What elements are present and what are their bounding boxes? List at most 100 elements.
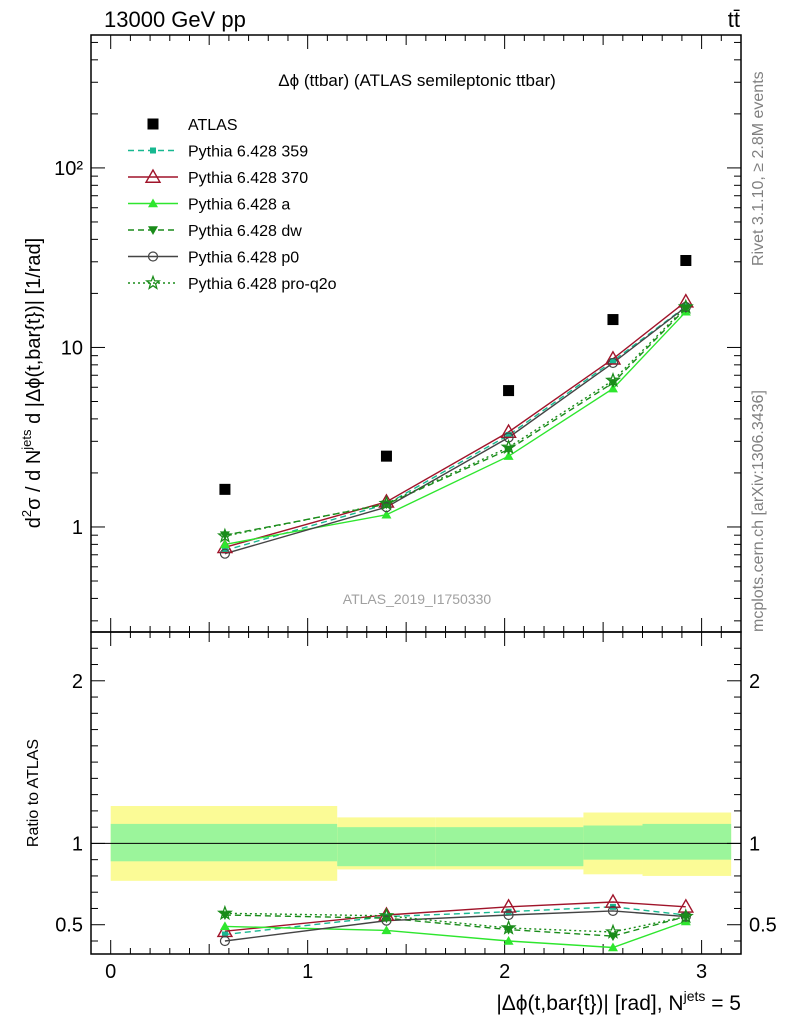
legend-label: Pythia 6.428 370 <box>188 170 308 187</box>
legend-marker <box>145 274 161 290</box>
ratio-data-point <box>217 904 233 921</box>
data-point <box>378 495 395 511</box>
y-tick-label: 0.5 <box>55 915 83 937</box>
data-point <box>500 438 517 455</box>
ratio-data-point <box>378 907 395 923</box>
data-point <box>604 350 622 365</box>
legend-marker <box>144 168 162 183</box>
data-point <box>381 509 392 519</box>
y-tick-label-right: 1 <box>749 833 760 855</box>
main-series-lines <box>224 301 687 555</box>
main-panel: 1 10 10² Δϕ (ttbar) (ATLAS semileptonic tt… <box>19 34 742 633</box>
y-tick-label-right: 0.5 <box>749 915 777 937</box>
ratio-series-markers <box>216 893 695 952</box>
uncertainty-band-inner <box>435 827 584 867</box>
uncertainty-band-inner <box>642 823 732 860</box>
legend-marker <box>148 226 158 235</box>
ratio-data-point <box>219 921 230 931</box>
legend: ATLAS Pythia 6.428 359 Pythia 6.428 370 Pyt… <box>128 117 337 293</box>
data-point <box>219 548 231 559</box>
series-line <box>224 301 687 548</box>
uncertainty-band-inner <box>337 827 436 867</box>
data-point <box>219 539 230 549</box>
data-point <box>219 483 231 495</box>
data-point <box>609 358 616 365</box>
legend-label: Pythia 6.428 dw <box>188 223 302 240</box>
data-point <box>217 527 233 543</box>
data-point <box>503 451 514 460</box>
legend-label: Pythia 6.428 pro-q2o <box>188 276 337 293</box>
x-tick-label: 2 <box>499 961 510 983</box>
uncertainty-band-inner <box>583 825 643 860</box>
series-line <box>224 307 687 536</box>
series-line <box>224 311 687 546</box>
ratio-data-point <box>500 919 517 935</box>
ratio-data-point <box>500 898 517 913</box>
data-point <box>607 357 619 369</box>
legend-marker <box>147 118 159 130</box>
main-y-axis-label: d2σ / d Njets d |Δϕ(t,bar{t})| [1/rad] <box>19 238 45 528</box>
y-tick-label: 1 <box>72 517 83 539</box>
ratio-data-point <box>381 925 392 935</box>
data-point <box>505 432 512 439</box>
data-point <box>221 547 228 554</box>
data-point <box>380 450 392 462</box>
x-tick-label: 3 <box>696 961 707 983</box>
ratio-data-point <box>607 942 618 952</box>
data-point <box>607 314 619 326</box>
legend-label: Pythia 6.428 p0 <box>188 250 299 267</box>
legend-marker <box>148 198 158 208</box>
process-label: tt̄ <box>728 7 740 32</box>
series-line <box>224 306 687 555</box>
legend-label: ATLAS <box>188 117 238 134</box>
legend-marker <box>150 147 156 154</box>
x-tick-label: 0 <box>105 961 116 983</box>
ratio-data-point <box>604 893 622 908</box>
data-point <box>605 372 621 388</box>
data-point <box>677 298 694 314</box>
series-line <box>224 306 687 537</box>
legend-marker <box>147 251 159 262</box>
y-tick-label-right: 2 <box>749 671 760 693</box>
y-tick-label: 2 <box>72 671 83 693</box>
ratio-series-line <box>224 901 686 932</box>
ratio-data-point <box>503 935 514 945</box>
data-point <box>381 500 392 510</box>
uncertainty-band-inner <box>110 823 338 862</box>
legend-label: Pythia 6.428 a <box>188 197 290 214</box>
y-tick-label: 1 <box>72 833 83 855</box>
ratio-y-axis-label: Ratio to ATLAS <box>25 739 42 847</box>
main-tick-marks <box>91 35 741 632</box>
series-line <box>224 305 687 552</box>
main-y-tick-labels: 1 10 10² <box>54 158 83 539</box>
ratio-y-tick-labels: 0.5 0.5 1 1 2 2 <box>55 671 777 937</box>
ratio-data-point <box>221 931 228 938</box>
ratio-panel: 0.5 0.5 1 1 2 2 0 1 2 3 Ratio to ATLAS |Δϕ(t,bar… <box>25 631 777 1015</box>
x-axis-label: |Δϕ(t,bar{t})| [rad], Njets = 5 <box>496 988 741 1015</box>
main-title: Δϕ (ttbar) (ATLAS semileptonic ttbar) <box>278 71 556 90</box>
data-point <box>500 423 517 438</box>
ratio-series-line <box>224 910 686 942</box>
y-tick-label: 10² <box>54 158 83 180</box>
watermark: ATLAS_2019_I1750330 <box>343 591 492 607</box>
ratio-frame <box>90 631 742 955</box>
main-series-markers <box>216 254 695 559</box>
energy-label: 13000 GeV pp <box>104 7 246 32</box>
ratio-tick-marks <box>91 632 741 954</box>
y-tick-label: 10 <box>61 337 83 359</box>
data-point <box>607 383 618 393</box>
legend-label: Pythia 6.428 359 <box>188 144 308 161</box>
ratio-series-line <box>224 912 686 933</box>
x-tick-label: 1 <box>302 961 313 983</box>
ratio-data-point <box>605 923 622 939</box>
x-tick-labels: 0 1 2 3 <box>105 961 707 983</box>
data-point <box>381 502 392 513</box>
ratio-data-point <box>219 935 231 947</box>
ratio-data-point <box>677 908 694 924</box>
data-point <box>680 254 692 266</box>
ratio-data-point <box>503 909 514 921</box>
rivet-label: Rivet 3.1.10, ≥ 2.8M events <box>750 71 767 266</box>
ratio-data-point <box>381 915 392 926</box>
data-point <box>503 385 515 397</box>
